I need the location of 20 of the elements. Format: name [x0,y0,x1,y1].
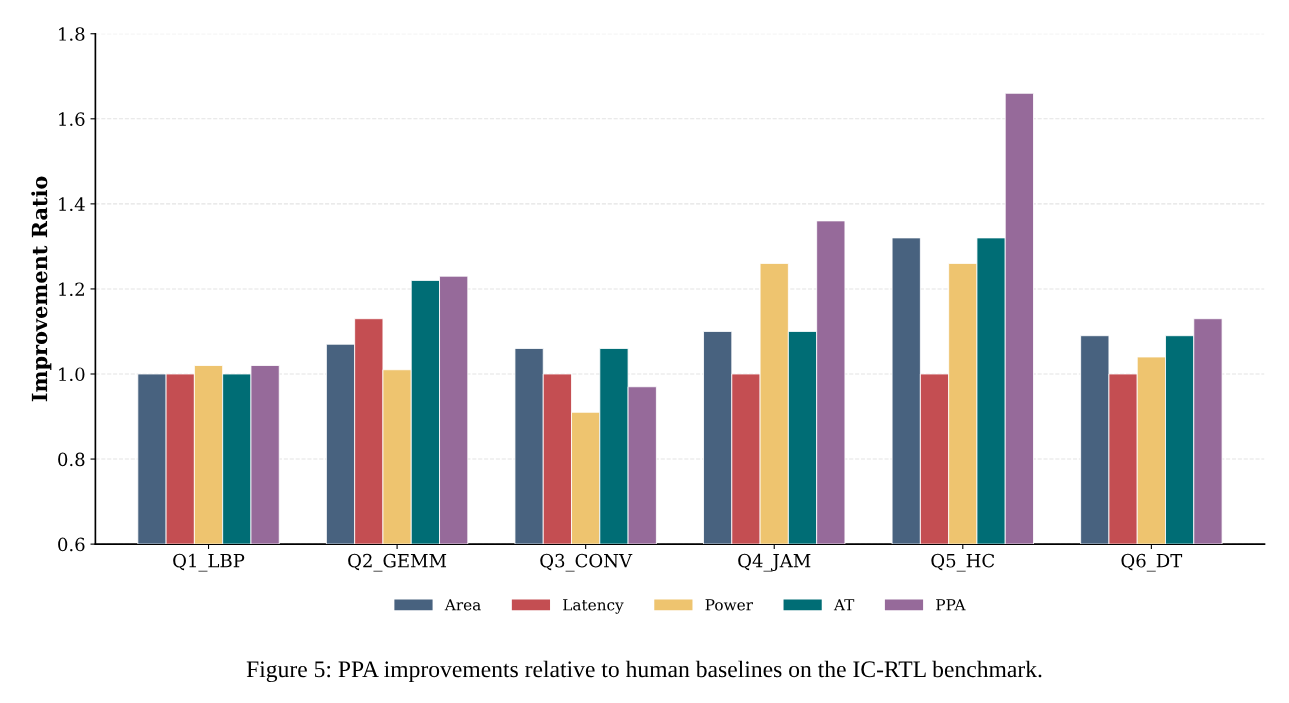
y-tick-label: 1.2 [59,282,84,297]
y-tick-label: 1.4 [59,197,85,211]
x-tick-label: Q1_LBP [173,553,245,572]
y-tick-label: 1.6 [59,112,85,126]
x-tick-label: Q2_GEMM [348,553,447,572]
legend-label: Latency [563,599,624,614]
y-axis-title: Improvement Ratio [31,176,52,402]
x-tick-label: Q4_JAM [738,553,811,572]
x-tick-label: Q5_HC [931,553,995,572]
y-tick-label: 0.8 [58,452,85,467]
legend-label: PPA [936,599,966,611]
legend-label: Power [705,599,753,611]
x-tick-label: Q6_DT [1121,553,1183,572]
y-tick-label: 1.0 [59,367,85,382]
legend-label: Area [444,599,481,611]
x-tick-label: Q3_CONV [540,553,633,572]
y-tick-label: 1.8 [59,27,85,41]
y-tick-label: 0.6 [58,537,85,552]
caption: Figure 5: PPA improvements relative to human baselines on the IC-RTL benchmark. [246,660,1042,683]
legend-label: AT [833,599,855,611]
